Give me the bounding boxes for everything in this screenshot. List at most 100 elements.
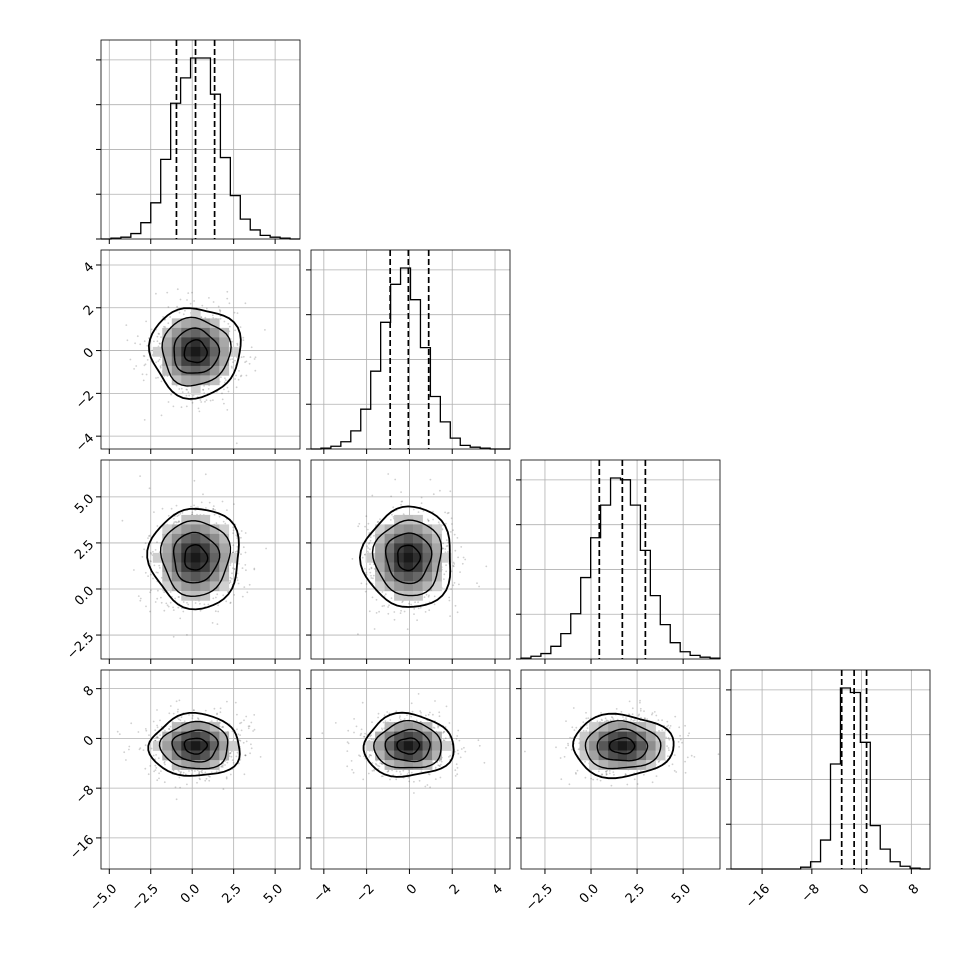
scatter-point (116, 730, 119, 733)
scatter-point (646, 718, 649, 721)
scatter-point (388, 712, 391, 715)
density-cell (209, 346, 220, 357)
density-cell (162, 731, 173, 742)
scatter-point (226, 290, 229, 293)
scatter-point (449, 531, 452, 533)
scatter-point (148, 534, 151, 537)
scatter-point (197, 506, 199, 509)
scatter-point (180, 406, 183, 409)
density-cell (219, 365, 230, 376)
density-cell (200, 318, 211, 329)
density-cell (384, 533, 395, 544)
scatter-point (590, 777, 593, 780)
scatter-point (357, 633, 359, 635)
scatter-point (148, 734, 150, 736)
histogram-panel-3 (726, 669, 931, 870)
scatter-point (687, 734, 690, 737)
scatter-point (160, 380, 163, 383)
scatter-point (452, 561, 455, 564)
scatter-point (665, 736, 667, 739)
scatter-point (239, 739, 242, 742)
scatter-point (172, 606, 175, 609)
scatter-point (153, 564, 156, 567)
scatter-point (156, 525, 159, 527)
contour-line (147, 307, 242, 400)
scatter-point (382, 721, 385, 724)
scatter-point (377, 768, 380, 770)
scatter-point (245, 569, 247, 572)
scatter-point (159, 356, 162, 359)
scatter-point (175, 504, 178, 507)
density-cell (636, 741, 647, 751)
scatter-point (381, 763, 384, 766)
scatter-point (158, 358, 161, 361)
scatter-point (361, 556, 364, 559)
scatter-point (587, 717, 590, 719)
panel-frame (520, 459, 721, 660)
scatter-point (244, 302, 247, 305)
scatter-point (449, 615, 451, 617)
y-tick-label: −2.5 (64, 630, 97, 663)
scatter-point (240, 721, 243, 724)
scatter-point (360, 728, 363, 731)
density-cell (190, 514, 201, 525)
scatter-point (392, 506, 395, 509)
scatter-point (373, 768, 376, 771)
scatter-point (380, 762, 383, 765)
scatter-point (226, 409, 229, 411)
scatter-point (413, 613, 415, 615)
scatter-point (143, 355, 146, 358)
scatter-point (212, 316, 215, 319)
scatter-point (172, 522, 175, 525)
contour-line (371, 519, 443, 597)
scatter-point (334, 722, 337, 724)
scatter-point (259, 756, 262, 758)
scatter-point (560, 778, 563, 781)
density-cell (228, 552, 239, 563)
scatter-point (212, 597, 215, 600)
scatter-point (439, 776, 442, 779)
scatter-point (232, 544, 235, 547)
scatter-point (157, 345, 160, 348)
scatter-point (575, 773, 577, 775)
scatter-point (445, 545, 448, 548)
scatter-point (429, 478, 432, 481)
scatter-point (417, 601, 419, 604)
density-cell (617, 760, 628, 770)
scatter-point (608, 772, 611, 775)
scatter-point (188, 394, 191, 397)
scatter-point (223, 381, 226, 384)
scatter-point (201, 771, 204, 774)
scatter-point (212, 508, 215, 511)
scatter-point (368, 610, 371, 613)
scatter-point (438, 764, 441, 767)
scatter-point (391, 513, 393, 516)
scatter-point (381, 728, 384, 731)
scatter-point (476, 582, 478, 585)
density-cell (209, 750, 220, 761)
panel-frame (310, 669, 511, 870)
x-tick-label: −2 (354, 881, 378, 905)
density-cell (162, 533, 173, 544)
scatter-point (247, 725, 250, 728)
scatter-point (389, 719, 392, 721)
scatter-point (622, 716, 624, 718)
scatter-point (657, 761, 660, 763)
scatter-point (157, 571, 159, 574)
scatter-point (158, 342, 161, 345)
scatter-point (245, 715, 248, 718)
scatter-point (236, 550, 239, 553)
scatter-point (420, 502, 423, 505)
scatter-point (667, 755, 669, 757)
density-cell (432, 581, 442, 592)
scatter-point (152, 577, 154, 580)
scatter-point (179, 719, 182, 722)
contour-line (183, 339, 208, 364)
density-cell (394, 741, 404, 751)
scatter-point (605, 719, 608, 722)
scatter-point (444, 726, 447, 728)
panel-background (101, 40, 300, 239)
scatter-point (452, 529, 454, 532)
density-cell (598, 741, 609, 751)
scatter-point (233, 311, 236, 314)
